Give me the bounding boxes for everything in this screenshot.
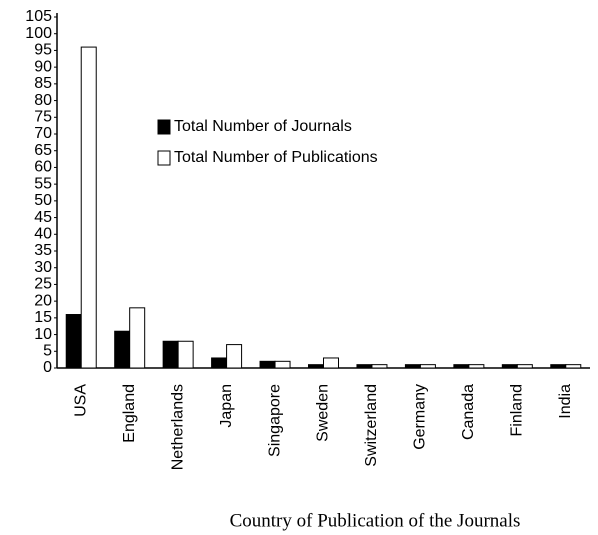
x-tick-label: Finland <box>509 384 526 436</box>
legend-label: Total Number of Publications <box>174 149 378 166</box>
y-tick-label: 5 <box>43 343 52 360</box>
bar <box>550 364 567 369</box>
y-tick-label: 15 <box>34 309 52 326</box>
y-tick-label: 65 <box>34 142 52 159</box>
y-tick-label: 70 <box>34 125 52 142</box>
x-tick-label: India <box>557 384 574 419</box>
bar <box>453 364 470 369</box>
bar <box>468 364 485 369</box>
y-tick-label: 30 <box>34 259 52 276</box>
bar <box>371 364 388 369</box>
y-tick-label: 45 <box>34 209 52 226</box>
y-tick-label: 85 <box>34 75 52 92</box>
bar <box>177 340 194 369</box>
y-tick-label: 90 <box>34 58 52 75</box>
bar <box>211 357 228 369</box>
y-tick-label: 0 <box>43 359 52 376</box>
legend-label: Total Number of Journals <box>174 118 352 135</box>
y-tick-label: 50 <box>34 192 52 209</box>
y-tick-label: 55 <box>34 175 52 192</box>
y-tick-label: 100 <box>25 25 52 42</box>
x-axis-label: Country of Publication of the Journals <box>230 510 521 531</box>
y-tick-label: 35 <box>34 242 52 259</box>
bar <box>308 364 324 369</box>
bar <box>114 330 131 369</box>
x-tick-label: USA <box>72 384 89 417</box>
y-tick-label: 80 <box>34 92 52 109</box>
legend-swatch <box>157 119 171 135</box>
y-tick-label: 40 <box>34 226 52 243</box>
x-tick-label: Netherlands <box>169 384 186 470</box>
bar <box>80 46 97 369</box>
x-tick-label: England <box>121 384 138 443</box>
bar <box>226 344 243 369</box>
y-tick-label: 105 <box>25 8 52 25</box>
y-tick-label: 10 <box>34 326 52 343</box>
x-tick-label: Japan <box>218 384 235 428</box>
y-tick-label: 20 <box>34 292 52 309</box>
x-tick-label: Singapore <box>266 384 283 457</box>
y-tick-label: 95 <box>34 42 52 59</box>
bar <box>516 364 533 369</box>
bar <box>259 360 276 369</box>
y-tick-label: 25 <box>34 276 52 293</box>
bar <box>65 314 82 369</box>
bar <box>323 357 339 369</box>
bar <box>419 364 436 369</box>
bar <box>501 364 518 369</box>
bar <box>162 340 179 369</box>
y-tick-label: 75 <box>34 109 52 126</box>
bar <box>274 360 291 369</box>
bar <box>404 364 421 369</box>
y-tick-label: 60 <box>34 159 52 176</box>
x-tick-label: Sweden <box>315 384 332 442</box>
x-tick-label: Germany <box>412 384 429 450</box>
x-tick-label: Canada <box>460 384 477 440</box>
bar <box>356 364 373 369</box>
x-tick-label: Switzerland <box>363 384 380 467</box>
legend-swatch <box>157 150 171 166</box>
bar <box>129 307 146 369</box>
bar <box>565 364 582 369</box>
